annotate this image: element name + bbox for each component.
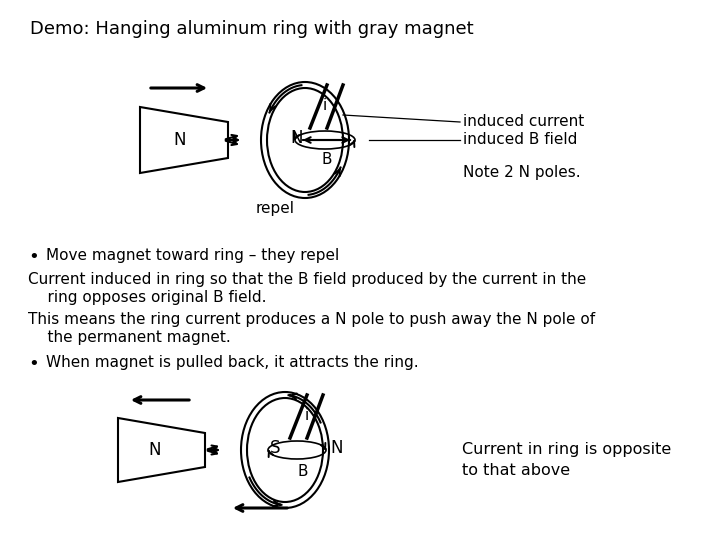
Text: i: i	[323, 98, 327, 112]
Text: •: •	[28, 248, 39, 266]
Text: B: B	[322, 152, 332, 167]
Text: N: N	[149, 441, 161, 459]
Text: When magnet is pulled back, it attracts the ring.: When magnet is pulled back, it attracts …	[46, 355, 418, 370]
Text: induced current: induced current	[463, 114, 584, 130]
Text: ring opposes original B field.: ring opposes original B field.	[28, 290, 266, 305]
Text: repel: repel	[256, 200, 294, 215]
Text: N: N	[174, 131, 186, 149]
Text: Note 2 N poles.: Note 2 N poles.	[463, 165, 580, 179]
Text: N: N	[291, 129, 303, 147]
Text: Current induced in ring so that the B field produced by the current in the: Current induced in ring so that the B fi…	[28, 272, 586, 287]
Text: S: S	[270, 439, 280, 457]
Text: the permanent magnet.: the permanent magnet.	[28, 330, 230, 345]
Text: Demo: Hanging aluminum ring with gray magnet: Demo: Hanging aluminum ring with gray ma…	[30, 20, 474, 38]
Text: Move magnet toward ring – they repel: Move magnet toward ring – they repel	[46, 248, 339, 263]
Text: N: N	[330, 439, 343, 457]
Text: B: B	[298, 464, 308, 480]
Text: This means the ring current produces a N pole to push away the N pole of: This means the ring current produces a N…	[28, 312, 595, 327]
Text: Current in ring is opposite
to that above: Current in ring is opposite to that abov…	[462, 442, 671, 478]
Text: induced B field: induced B field	[463, 132, 577, 147]
Text: •: •	[28, 355, 39, 373]
Text: i: i	[305, 408, 309, 422]
